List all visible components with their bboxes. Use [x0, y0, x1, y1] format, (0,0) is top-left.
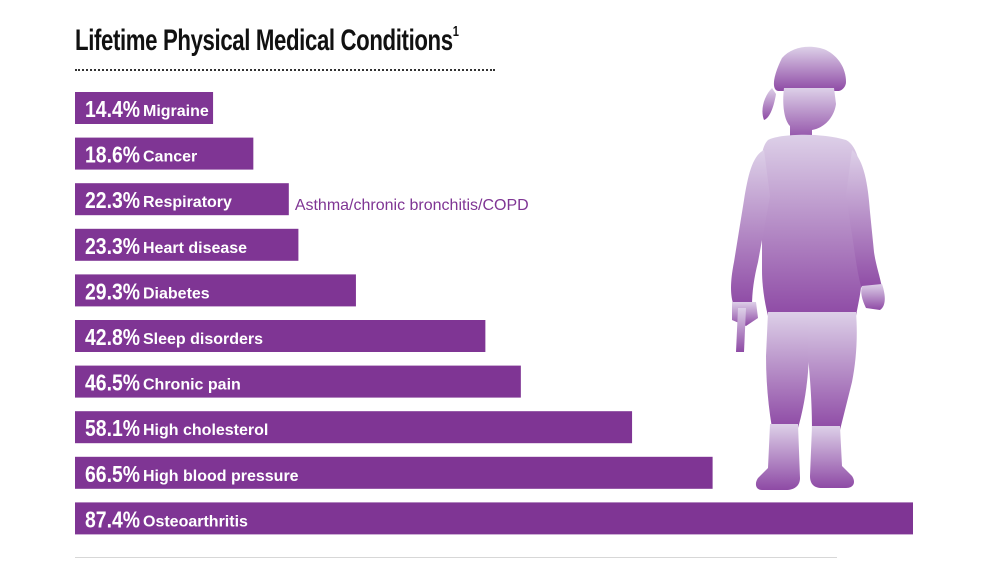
value-label-high-blood-pressure: 66.5%	[85, 461, 140, 487]
category-label-respiratory: Respiratory	[143, 194, 232, 211]
bar-cancer	[75, 137, 254, 170]
bar-high-blood-pressure	[75, 456, 713, 489]
value-label-migraine: 14.4%	[85, 96, 140, 122]
category-label-diabetes: Diabetes	[143, 285, 210, 302]
category-label-high-cholesterol: High cholesterol	[143, 422, 268, 439]
bar-diabetes	[75, 274, 356, 307]
chart-title: Lifetime Physical Medical Conditions1	[75, 23, 459, 58]
bar-respiratory	[75, 183, 289, 216]
value-label-heart-disease: 23.3%	[85, 233, 140, 259]
bar-sleep-disorders	[75, 320, 486, 352]
value-label-respiratory: 22.3%	[85, 187, 140, 213]
title-footnote-marker: 1	[452, 23, 459, 40]
value-label-chronic-pain: 46.5%	[85, 370, 140, 396]
annotation-respiratory: Asthma/chronic bronchitis/COPD	[295, 197, 529, 214]
value-label-cancer: 18.6%	[85, 142, 140, 168]
category-label-cancer: Cancer	[143, 149, 197, 166]
bar-migraine	[75, 92, 214, 124]
value-label-diabetes: 29.3%	[85, 278, 140, 304]
bar-heart-disease	[75, 228, 299, 261]
category-label-sleep-disorders: Sleep disorders	[143, 331, 263, 348]
category-label-osteoarthritis: Osteoarthritis	[143, 513, 248, 530]
soldier-silhouette-icon	[731, 46, 885, 490]
chart-title-text: Lifetime Physical Medical Conditions	[75, 24, 453, 57]
bar-chronic-pain	[75, 365, 521, 398]
category-label-migraine: Migraine	[143, 103, 209, 120]
bar-high-cholesterol	[75, 411, 633, 444]
bars-group: 14.4% Migraine 18.6% Cancer 22.3% Respiratory…	[75, 92, 913, 535]
category-label-heart-disease: Heart disease	[143, 240, 247, 257]
value-label-osteoarthritis: 87.4%	[85, 506, 140, 532]
category-label-high-blood-pressure: High blood pressure	[143, 468, 299, 485]
value-label-sleep-disorders: 42.8%	[85, 324, 140, 350]
baseline-rule	[75, 557, 837, 558]
category-label-chronic-pain: Chronic pain	[143, 377, 241, 394]
title-divider	[75, 69, 495, 71]
bar-osteoarthritis	[75, 502, 913, 535]
value-label-high-cholesterol: 58.1%	[85, 415, 140, 441]
